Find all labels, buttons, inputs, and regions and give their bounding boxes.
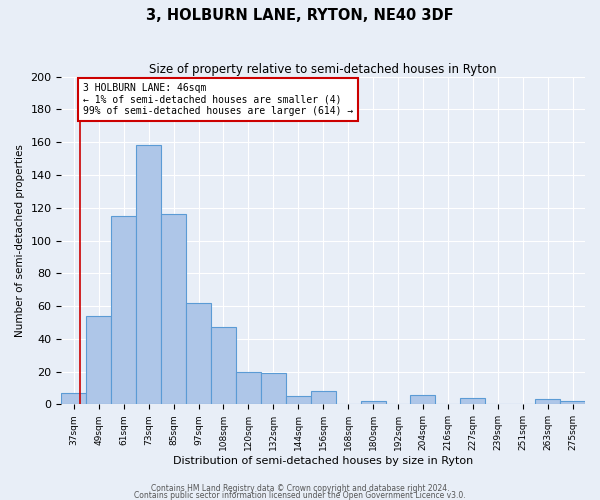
Bar (236, 372, 261, 404)
Bar (460, 398, 485, 404)
Bar (261, 373, 286, 404)
Bar (361, 401, 386, 404)
X-axis label: Distribution of semi-detached houses by size in Ryton: Distribution of semi-detached houses by … (173, 456, 473, 466)
Bar (61, 393, 86, 404)
Bar (111, 216, 136, 404)
Bar (286, 396, 311, 404)
Bar (161, 214, 186, 404)
Bar (535, 400, 560, 404)
Bar (136, 146, 161, 404)
Title: Size of property relative to semi-detached houses in Ryton: Size of property relative to semi-detach… (149, 62, 497, 76)
Text: Contains HM Land Registry data © Crown copyright and database right 2024.: Contains HM Land Registry data © Crown c… (151, 484, 449, 493)
Bar (86, 316, 111, 404)
Text: 3 HOLBURN LANE: 46sqm
← 1% of semi-detached houses are smaller (4)
99% of semi-d: 3 HOLBURN LANE: 46sqm ← 1% of semi-detac… (83, 83, 353, 116)
Text: Contains public sector information licensed under the Open Government Licence v3: Contains public sector information licen… (134, 491, 466, 500)
Bar (186, 303, 211, 404)
Bar (211, 328, 236, 404)
Y-axis label: Number of semi-detached properties: Number of semi-detached properties (15, 144, 25, 337)
Text: 3, HOLBURN LANE, RYTON, NE40 3DF: 3, HOLBURN LANE, RYTON, NE40 3DF (146, 8, 454, 22)
Bar (410, 394, 436, 404)
Bar (311, 391, 335, 404)
Bar (560, 401, 585, 404)
